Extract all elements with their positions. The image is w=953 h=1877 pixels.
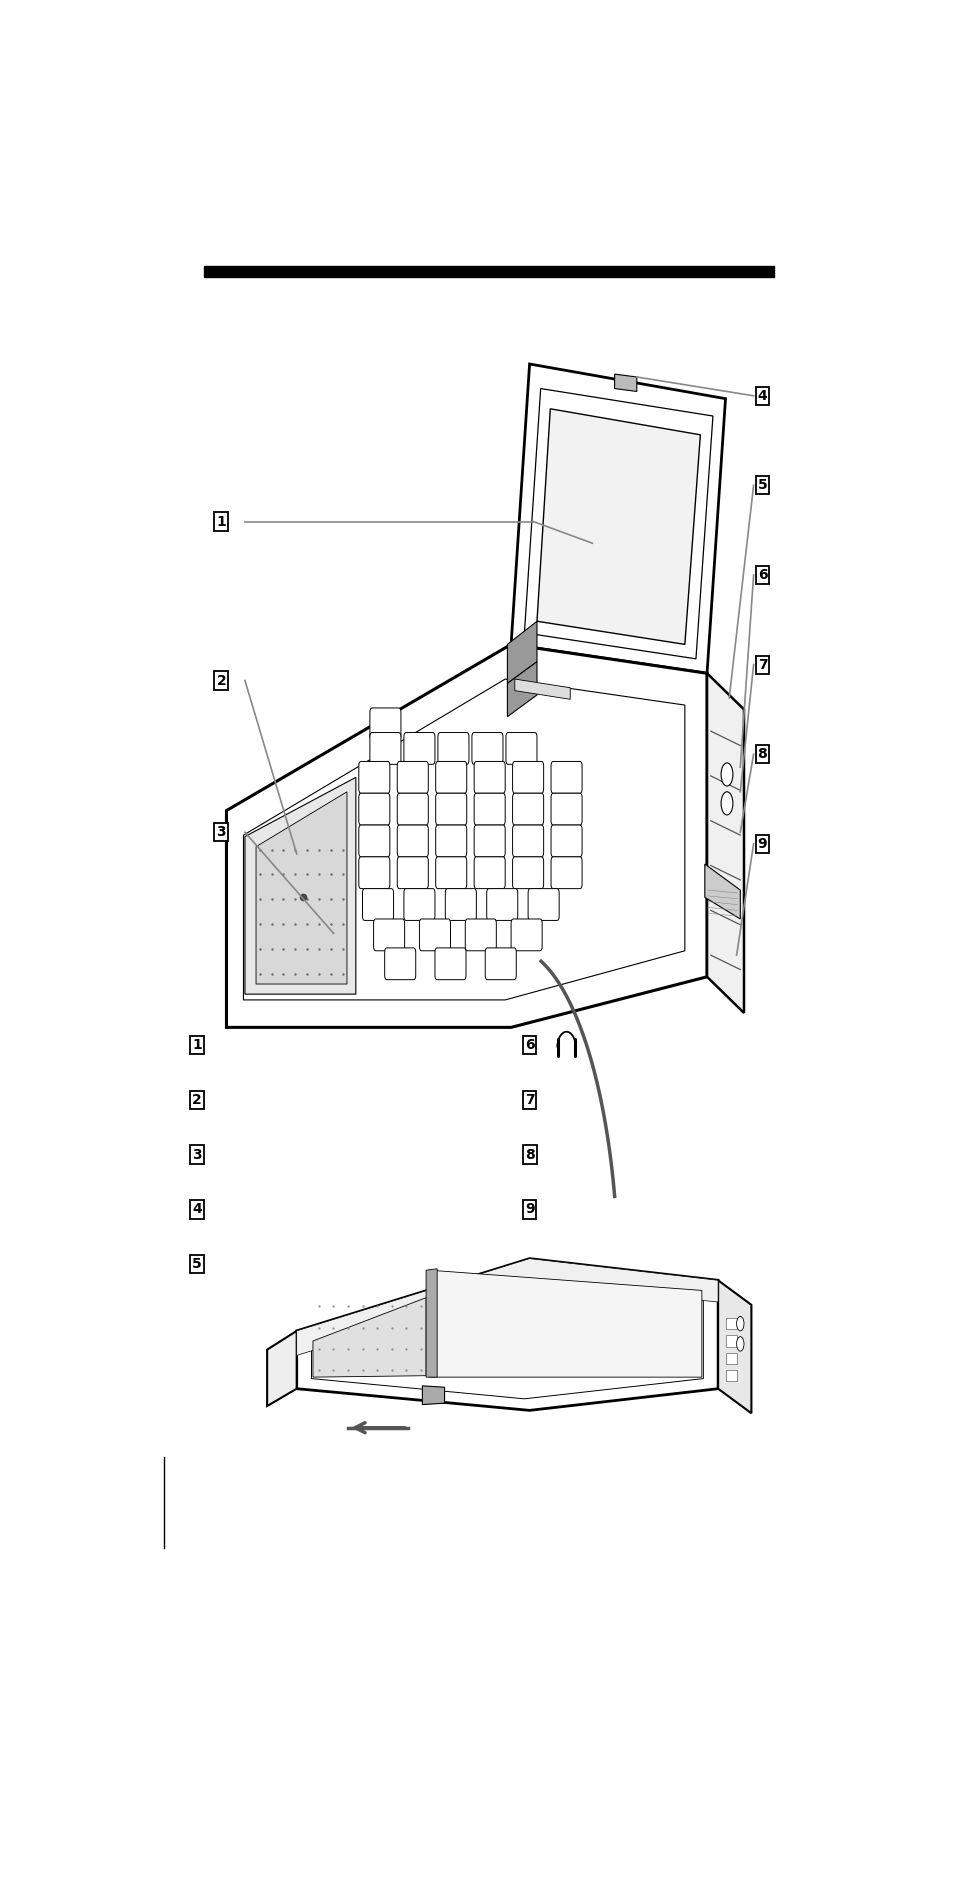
FancyBboxPatch shape — [419, 920, 450, 952]
FancyBboxPatch shape — [465, 920, 496, 952]
Polygon shape — [311, 1271, 702, 1398]
Polygon shape — [706, 674, 743, 1014]
FancyBboxPatch shape — [436, 762, 466, 794]
FancyBboxPatch shape — [358, 826, 390, 856]
FancyBboxPatch shape — [512, 856, 543, 888]
Bar — [204, 267, 773, 278]
FancyBboxPatch shape — [485, 948, 516, 980]
Bar — [724, 1353, 737, 1365]
FancyBboxPatch shape — [511, 920, 541, 952]
FancyBboxPatch shape — [374, 920, 404, 952]
FancyBboxPatch shape — [474, 762, 505, 794]
Circle shape — [736, 1336, 743, 1351]
FancyBboxPatch shape — [358, 794, 390, 826]
FancyBboxPatch shape — [436, 794, 466, 826]
Text: 1: 1 — [216, 514, 226, 529]
Text: 7: 7 — [757, 657, 766, 672]
FancyBboxPatch shape — [370, 732, 400, 764]
FancyBboxPatch shape — [472, 732, 502, 764]
FancyBboxPatch shape — [551, 856, 581, 888]
FancyBboxPatch shape — [512, 826, 543, 856]
Polygon shape — [426, 1269, 436, 1378]
Polygon shape — [524, 389, 712, 659]
FancyBboxPatch shape — [474, 856, 505, 888]
Polygon shape — [718, 1280, 751, 1413]
Text: 3: 3 — [216, 826, 226, 839]
FancyBboxPatch shape — [436, 826, 466, 856]
Polygon shape — [511, 364, 724, 674]
Polygon shape — [515, 679, 570, 700]
FancyBboxPatch shape — [370, 708, 400, 740]
FancyBboxPatch shape — [358, 762, 390, 794]
Polygon shape — [507, 621, 537, 683]
Text: 6: 6 — [757, 569, 766, 582]
FancyBboxPatch shape — [435, 948, 465, 980]
FancyBboxPatch shape — [551, 762, 581, 794]
FancyBboxPatch shape — [437, 732, 469, 764]
FancyBboxPatch shape — [436, 856, 466, 888]
Circle shape — [720, 762, 732, 786]
Text: 5: 5 — [192, 1258, 201, 1271]
FancyBboxPatch shape — [528, 888, 558, 920]
FancyBboxPatch shape — [551, 794, 581, 826]
FancyBboxPatch shape — [396, 794, 428, 826]
FancyBboxPatch shape — [445, 888, 476, 920]
FancyBboxPatch shape — [403, 888, 435, 920]
FancyBboxPatch shape — [358, 856, 390, 888]
Bar — [724, 1318, 737, 1329]
FancyBboxPatch shape — [403, 732, 435, 764]
FancyBboxPatch shape — [396, 762, 428, 794]
Text: 9: 9 — [524, 1203, 534, 1216]
Polygon shape — [296, 1259, 718, 1355]
Polygon shape — [226, 644, 706, 1027]
FancyBboxPatch shape — [551, 826, 581, 856]
Bar — [724, 1335, 737, 1348]
Polygon shape — [507, 663, 537, 717]
FancyBboxPatch shape — [505, 732, 537, 764]
Polygon shape — [422, 1385, 444, 1404]
Bar — [724, 1370, 737, 1381]
FancyBboxPatch shape — [474, 794, 505, 826]
Text: 1: 1 — [192, 1038, 201, 1051]
Text: 7: 7 — [524, 1092, 534, 1107]
Text: 8: 8 — [524, 1147, 534, 1162]
FancyBboxPatch shape — [396, 856, 428, 888]
Text: 8: 8 — [757, 747, 766, 762]
Circle shape — [736, 1316, 743, 1331]
FancyBboxPatch shape — [384, 948, 416, 980]
Polygon shape — [313, 1297, 426, 1378]
FancyBboxPatch shape — [362, 888, 394, 920]
Polygon shape — [704, 863, 740, 920]
Text: 9: 9 — [757, 837, 766, 850]
Text: 3: 3 — [192, 1147, 201, 1162]
Polygon shape — [537, 409, 700, 644]
FancyBboxPatch shape — [474, 826, 505, 856]
FancyBboxPatch shape — [512, 762, 543, 794]
Polygon shape — [429, 1271, 701, 1378]
Polygon shape — [296, 1259, 718, 1410]
Text: 4: 4 — [757, 389, 766, 404]
Circle shape — [720, 792, 732, 815]
Polygon shape — [267, 1331, 296, 1406]
Text: 6: 6 — [524, 1038, 534, 1051]
Polygon shape — [614, 374, 637, 392]
Polygon shape — [255, 792, 347, 984]
Text: 4: 4 — [192, 1203, 201, 1216]
FancyBboxPatch shape — [486, 888, 517, 920]
Polygon shape — [243, 679, 684, 1000]
FancyBboxPatch shape — [396, 826, 428, 856]
FancyBboxPatch shape — [512, 794, 543, 826]
Text: 5: 5 — [757, 479, 766, 492]
Text: 2: 2 — [216, 674, 226, 687]
Polygon shape — [245, 777, 355, 995]
Text: 2: 2 — [192, 1092, 201, 1107]
